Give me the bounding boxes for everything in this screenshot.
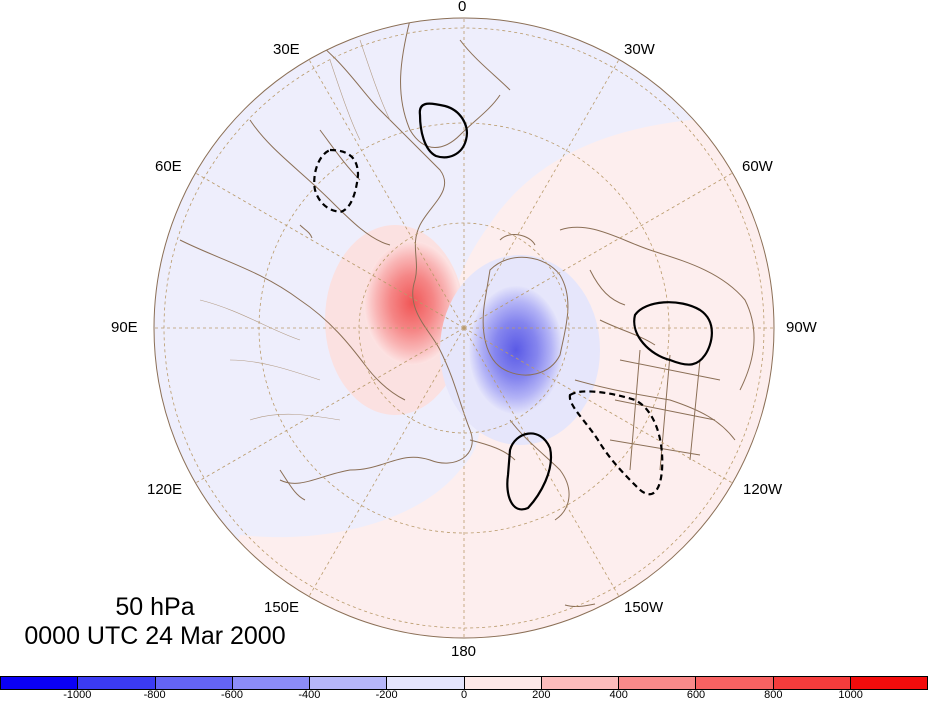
colorbar-cell <box>541 677 619 689</box>
lon-label-60e: 60E <box>155 158 182 175</box>
caption-time: 0000 UTC 24 Mar 2000 <box>24 622 286 650</box>
colorbar-tick-label: -200 <box>375 689 398 701</box>
lon-label-30w: 30W <box>624 41 655 58</box>
colorbar <box>0 676 928 690</box>
colorbar-cell <box>387 677 465 689</box>
colorbar-cell <box>850 677 927 689</box>
colorbar-cell <box>310 677 388 689</box>
map-border <box>153 17 775 639</box>
colorbar-cell <box>464 677 542 689</box>
lon-label-30e: 30E <box>273 41 300 58</box>
negative-anomaly <box>469 286 563 414</box>
caption-level: 50 hPa <box>115 593 195 621</box>
lon-label-180: 180 <box>451 643 477 660</box>
colorbar-tick-label: 200 <box>532 689 551 701</box>
colorbar-tick-label: -400 <box>298 689 321 701</box>
colorbar-cell <box>78 677 156 689</box>
borders <box>199 39 391 421</box>
colorbar-tick-label: 800 <box>764 689 783 701</box>
lon-label-120e: 120E <box>147 481 183 498</box>
contours <box>313 102 713 511</box>
lon-label-120w: 120W <box>743 481 783 498</box>
lon-label-150e: 150E <box>264 599 300 616</box>
contour-positive-pacific <box>506 432 553 511</box>
lon-label-60w: 60W <box>742 158 773 175</box>
polar-map <box>153 17 775 639</box>
colorbar-cell <box>696 677 774 689</box>
colorbar-cell <box>1 677 79 689</box>
colorbar-cell <box>232 677 310 689</box>
contour-negative-america <box>568 390 664 496</box>
colorbar-tick-label: -600 <box>220 689 244 701</box>
lon-label-90e: 90E <box>111 319 138 336</box>
meridians <box>154 18 774 638</box>
colorbar-cell <box>619 677 697 689</box>
colorbar-tick-label: 1000 <box>838 689 863 701</box>
positive-anomaly <box>364 241 460 365</box>
colorbar-tick-label: 400 <box>609 689 628 701</box>
map-field <box>154 18 774 638</box>
colorbar-tick-label: 600 <box>686 689 706 701</box>
colorbar-cell <box>155 677 233 689</box>
contour-negative-russia <box>313 148 360 214</box>
lon-label-150w: 150W <box>624 599 664 616</box>
colorbar-tick-label: -1000 <box>63 689 92 701</box>
lon-label-0: 0 <box>458 0 467 15</box>
colorbar-cell <box>773 677 851 689</box>
coastlines <box>179 19 755 608</box>
colorbar-tick-label: -800 <box>143 689 166 701</box>
colorbar-tick-label: 0 <box>460 689 468 701</box>
contour-positive-scandinavia <box>418 102 468 159</box>
lon-label-90w: 90W <box>786 319 817 336</box>
contour-positive-canada <box>633 301 713 366</box>
